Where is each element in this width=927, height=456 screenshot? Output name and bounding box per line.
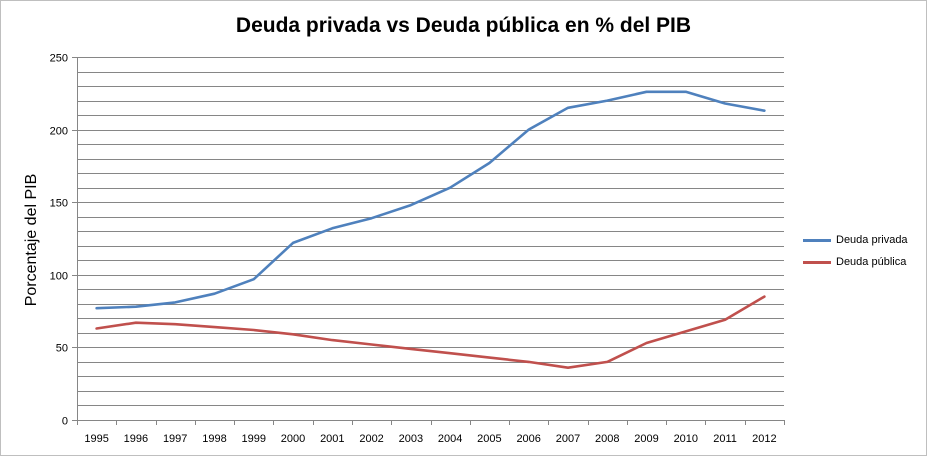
data-point-deuda-privada-2008 [606,99,608,101]
data-point-deuda-publica-2001 [331,339,333,341]
x-tick-label-2002: 2002 [359,433,383,445]
legend-label-deuda-publica: Deuda pública [836,256,907,268]
data-point-deuda-publica-2005 [488,356,490,358]
data-point-deuda-privada-1996 [135,306,137,308]
series-lines [95,90,766,370]
data-point-deuda-privada-2010 [685,91,687,93]
chart-title: Deuda privada vs Deuda pública en % del … [235,14,692,37]
data-point-deuda-privada-2002 [370,217,372,219]
data-point-deuda-publica-2008 [606,361,608,363]
data-point-deuda-publica-1995 [95,327,97,329]
x-tick-label-2004: 2004 [438,433,462,445]
x-tick-label-2003: 2003 [399,433,423,445]
series-line-deuda-privada [95,90,766,310]
x-tick-label-1996: 1996 [124,433,148,445]
y-tick-label-150: 150 [50,198,68,210]
data-point-deuda-publica-2003 [410,348,412,350]
data-point-deuda-privada-2011 [724,102,726,104]
data-point-deuda-privada-2003 [410,204,412,206]
data-point-deuda-privada-2012 [763,110,765,112]
data-point-deuda-privada-1995 [95,307,97,309]
axes [72,57,785,425]
x-tick-label-2006: 2006 [516,433,540,445]
legend-swatch-deuda-privada [803,238,831,242]
data-point-deuda-publica-2002 [370,343,372,345]
x-tick-label-2011: 2011 [713,433,737,445]
data-point-deuda-publica-2012 [763,295,765,297]
data-point-deuda-publica-2004 [449,352,451,354]
data-point-deuda-privada-1997 [174,301,176,303]
data-point-deuda-privada-2006 [527,128,529,130]
series-line-deuda-publica [95,295,766,370]
y-tick-label-100: 100 [50,271,68,283]
x-tick-label-2010: 2010 [674,433,698,445]
legend-label-deuda-privada: Deuda privada [836,234,908,246]
data-point-deuda-privada-2005 [488,162,490,164]
y-tick-label-50: 50 [56,343,68,355]
x-tick-label-2012: 2012 [752,433,776,445]
legend-item-deuda-publica: Deuda pública [803,251,908,273]
x-tick-label-2001: 2001 [320,433,344,445]
x-tick-label-1998: 1998 [202,433,226,445]
data-point-deuda-publica-2006 [527,361,529,363]
y-tick-label-200: 200 [50,126,68,138]
legend: Deuda privada Deuda pública [803,229,908,273]
data-point-deuda-publica-2007 [567,367,569,369]
legend-swatch-deuda-publica [803,260,831,264]
data-point-deuda-privada-2007 [567,107,569,109]
x-tick-label-1997: 1997 [163,433,187,445]
data-point-deuda-privada-2004 [449,186,451,188]
data-point-deuda-publica-2000 [292,333,294,335]
y-tick-label-0: 0 [62,416,68,428]
y-tick-labels: 0 50 100 150 200 250 [50,53,68,428]
gridlines [77,57,784,406]
legend-item-deuda-privada: Deuda privada [803,229,908,251]
x-tick-label-2000: 2000 [281,433,305,445]
x-tick-label-1995: 1995 [84,433,108,445]
data-point-deuda-publica-1999 [253,329,255,331]
data-point-deuda-privada-1998 [213,292,215,294]
data-point-deuda-publica-1996 [135,322,137,324]
x-tick-label-2009: 2009 [634,433,658,445]
data-point-deuda-publica-1998 [213,326,215,328]
data-point-deuda-privada-1999 [253,278,255,280]
x-tick-labels: 1995 1996 1997 1998 1999 2000 2001 2002 2003 2004… [84,433,776,445]
x-tick-label-2008: 2008 [595,433,619,445]
data-point-deuda-privada-2000 [292,242,294,244]
data-point-deuda-publica-2011 [724,319,726,321]
data-point-deuda-privada-2009 [645,91,647,93]
data-point-deuda-publica-2010 [685,330,687,332]
data-point-deuda-publica-2009 [645,342,647,344]
y-tick-label-250: 250 [50,53,68,65]
data-point-deuda-privada-2001 [331,227,333,229]
x-tick-label-2007: 2007 [556,433,580,445]
x-tick-label-1999: 1999 [242,433,266,445]
x-tick-label-2005: 2005 [477,433,501,445]
data-point-deuda-publica-1997 [174,323,176,325]
